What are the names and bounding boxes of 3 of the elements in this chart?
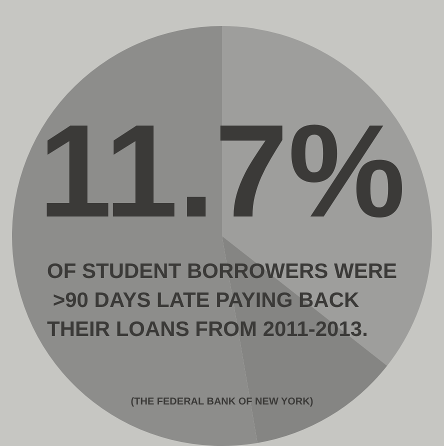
- text: 11.7%: [38, 98, 406, 244]
- text: (THE FEDERAL BANK OF NEW YORK): [130, 396, 314, 408]
- text: OF STUDENT BORROWERS WERE >90 DAYS LATE PAYING BACK THEIR LOANS FROM 2011-2013.: [47, 260, 397, 341]
